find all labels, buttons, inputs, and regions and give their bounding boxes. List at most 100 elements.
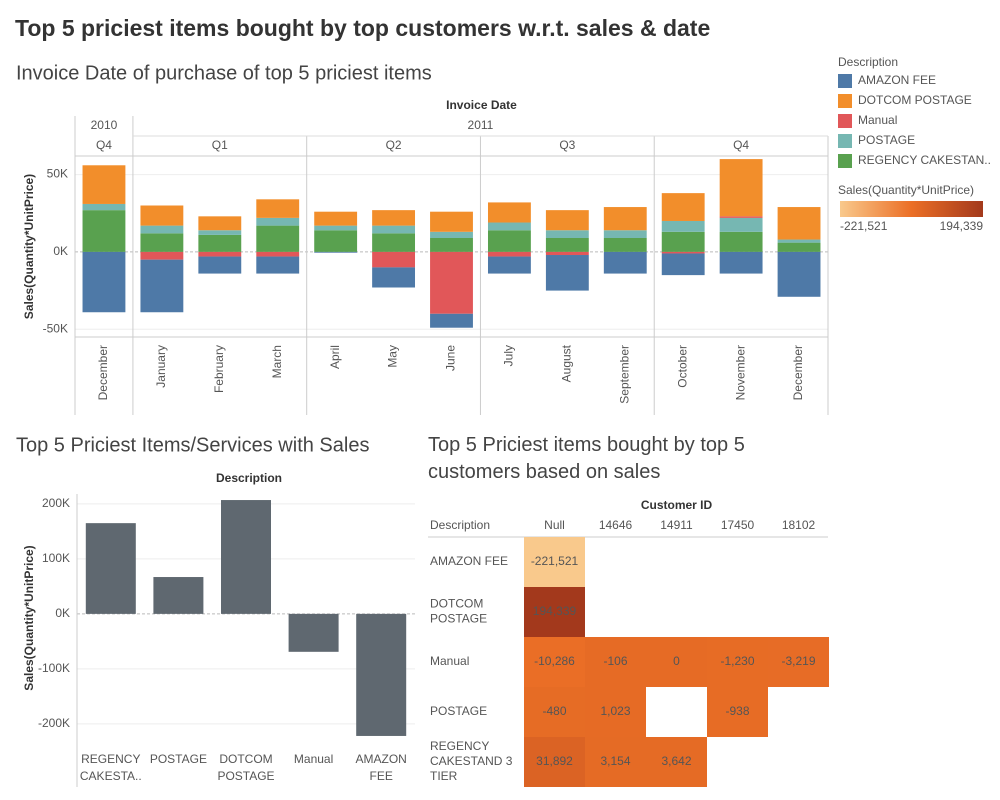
text-line: Manual bbox=[294, 752, 333, 766]
cell-label: -10,286 bbox=[534, 654, 575, 668]
bar-segment bbox=[256, 225, 300, 252]
heat-cell bbox=[768, 637, 829, 687]
x-tick-label: December bbox=[791, 345, 805, 400]
bar-segment bbox=[661, 231, 705, 252]
bar-segment bbox=[256, 217, 300, 226]
heat-cell bbox=[524, 737, 585, 787]
legend-swatch bbox=[838, 74, 852, 88]
x-tick-label: DOTCOM POSTAGE bbox=[217, 752, 274, 783]
bar-segment bbox=[545, 251, 589, 256]
heat-cell bbox=[585, 637, 646, 687]
bar-segment bbox=[719, 216, 763, 218]
bar-segment bbox=[372, 267, 416, 288]
legend-label: DOTCOM POSTAGE bbox=[858, 93, 972, 107]
y-tick-label: -50K bbox=[43, 321, 68, 335]
bar-segment bbox=[430, 237, 473, 252]
bar bbox=[153, 577, 204, 614]
text-line: TIER bbox=[430, 769, 458, 783]
row-header: Manual bbox=[430, 654, 469, 668]
x-tick-label: November bbox=[733, 345, 747, 400]
year-header: 2010 bbox=[91, 118, 118, 132]
text-line: CAKESTA.. bbox=[80, 769, 142, 783]
bar-segment bbox=[140, 251, 184, 260]
heat-cell bbox=[585, 687, 646, 737]
text-line: REGENCY bbox=[430, 739, 489, 753]
cell-label: -3,219 bbox=[781, 654, 815, 668]
x-tick-label: July bbox=[502, 345, 516, 366]
text-line: POSTAGE bbox=[217, 769, 274, 783]
cell-label: 3,154 bbox=[600, 754, 630, 768]
column-header: Null bbox=[544, 518, 565, 532]
bar-segment bbox=[198, 256, 242, 274]
text-line: DOTCOM bbox=[430, 597, 483, 611]
row-title: Description bbox=[430, 518, 490, 532]
text-line: REGENCY bbox=[81, 752, 140, 766]
bar-segment bbox=[372, 225, 416, 234]
chart-title: Top 5 Priciest items bought by top 5 cust… bbox=[428, 434, 745, 483]
heat-cell bbox=[646, 737, 707, 787]
bar-segment bbox=[198, 216, 242, 231]
cell-label: 194,339 bbox=[533, 604, 577, 618]
text-line: Manual bbox=[430, 654, 469, 668]
text-line: AMAZON FEE bbox=[430, 554, 508, 568]
cell-label: -938 bbox=[725, 704, 749, 718]
cell-label: -480 bbox=[542, 704, 566, 718]
x-tick-label: February bbox=[212, 345, 226, 393]
y-tick-label: -200K bbox=[38, 716, 70, 730]
x-axis-title: Description bbox=[216, 471, 282, 485]
bar-segment bbox=[661, 220, 705, 232]
bar-segment bbox=[256, 256, 300, 274]
bar-segment bbox=[256, 251, 300, 257]
dashboard-title: Top 5 priciest items bought by top custo… bbox=[15, 15, 710, 41]
cell-label: 3,642 bbox=[661, 754, 691, 768]
y-tick-label: 100K bbox=[42, 551, 70, 565]
bar-segment bbox=[719, 217, 763, 232]
x-tick-label: April bbox=[328, 345, 342, 369]
text-line: customers based on sales bbox=[428, 461, 660, 483]
heat-cell bbox=[524, 687, 585, 737]
bar-segment bbox=[82, 165, 126, 204]
chart-title: Top 5 Priciest Items/Services with Sales bbox=[16, 434, 369, 456]
bar bbox=[221, 500, 271, 614]
text-line: POSTAGE bbox=[430, 612, 487, 626]
quarter-header: Q3 bbox=[559, 138, 575, 152]
y-tick-label: 200K bbox=[42, 496, 70, 510]
x-tick-label: December bbox=[96, 345, 110, 400]
heat-cell bbox=[524, 537, 585, 587]
legend-swatch bbox=[838, 134, 852, 148]
bar-segment bbox=[661, 253, 705, 276]
x-tick-label: October bbox=[675, 345, 689, 388]
heat-cell bbox=[585, 737, 646, 787]
bar-segment bbox=[777, 207, 821, 240]
cell-label: 31,892 bbox=[536, 754, 573, 768]
x-tick-label: March bbox=[270, 345, 284, 378]
x-tick-label: POSTAGE bbox=[150, 752, 207, 766]
cell-label: -1,230 bbox=[720, 654, 754, 668]
legend-max: 194,339 bbox=[940, 219, 984, 233]
y-axis-title: Sales(Quantity*UnitPrice) bbox=[22, 545, 36, 690]
bar-segment bbox=[430, 251, 473, 314]
cell-label: 0 bbox=[673, 654, 680, 668]
text-line: FEE bbox=[370, 769, 393, 783]
bar-segment bbox=[603, 237, 647, 252]
bar-segment bbox=[372, 251, 416, 268]
bar-segment bbox=[545, 237, 589, 252]
bar-segment bbox=[256, 199, 300, 218]
bar-segment bbox=[198, 234, 242, 252]
column-header: 14911 bbox=[660, 518, 693, 532]
x-tick-label: January bbox=[154, 345, 168, 388]
bar-segment bbox=[140, 233, 184, 252]
bar-segment bbox=[777, 242, 821, 252]
y-tick-label: 0K bbox=[53, 244, 68, 258]
legend-label: AMAZON FEE bbox=[858, 73, 936, 87]
bar-segment bbox=[198, 251, 242, 257]
bar-segment bbox=[82, 210, 126, 252]
bar-segment bbox=[603, 207, 647, 231]
column-title: Customer ID bbox=[641, 498, 713, 512]
bar-segment bbox=[487, 251, 531, 257]
bar-segment bbox=[314, 251, 358, 253]
bar-segment bbox=[487, 256, 531, 274]
y-axis-title: Sales(Quantity*UnitPrice) bbox=[22, 174, 36, 319]
bar-segment bbox=[603, 230, 647, 238]
